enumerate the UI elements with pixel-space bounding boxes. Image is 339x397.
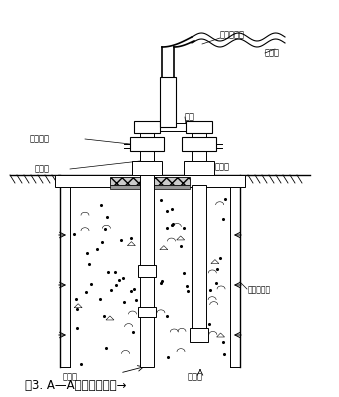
Point: [114, 281, 119, 288]
Point: [133, 297, 138, 303]
Bar: [110, 177, 190, 185]
Bar: [110, 185, 190, 189]
Bar: [138, 265, 156, 277]
Text: 排气管: 排气管: [215, 162, 230, 171]
Bar: [140, 121, 154, 137]
Point: [218, 254, 223, 261]
Point: [214, 266, 220, 272]
Point: [94, 246, 99, 252]
Point: [104, 214, 110, 221]
Bar: [192, 136, 206, 161]
Bar: [186, 121, 212, 133]
Point: [185, 288, 191, 295]
Point: [100, 239, 105, 245]
Point: [159, 197, 164, 203]
Point: [99, 202, 104, 208]
Point: [102, 312, 107, 319]
Text: 注浆管: 注浆管: [35, 164, 50, 173]
Bar: [192, 185, 206, 332]
Text: 缺陷钻孔桩: 缺陷钻孔桩: [248, 285, 271, 294]
Bar: [55, 175, 245, 187]
Point: [130, 329, 135, 335]
Bar: [192, 121, 206, 137]
Point: [220, 216, 225, 222]
Point: [128, 235, 134, 241]
Point: [74, 306, 79, 312]
Bar: [154, 123, 192, 131]
Point: [102, 226, 107, 233]
Point: [87, 260, 92, 267]
Point: [98, 296, 103, 302]
Point: [160, 278, 165, 284]
Point: [206, 320, 212, 327]
Text: 图3. A—A剖面（注浆）→: 图3. A—A剖面（注浆）→: [25, 379, 126, 392]
Point: [164, 225, 170, 231]
Point: [74, 325, 80, 331]
Point: [78, 360, 83, 367]
Point: [169, 206, 175, 212]
Text: 高压注浆管: 高压注浆管: [220, 30, 245, 39]
Point: [178, 243, 183, 249]
Point: [207, 287, 213, 294]
Point: [221, 338, 226, 345]
Bar: [132, 161, 162, 175]
Text: 整接插头: 整接插头: [30, 134, 50, 143]
Bar: [140, 155, 154, 367]
Point: [128, 288, 134, 295]
Point: [84, 250, 90, 256]
Point: [222, 351, 227, 357]
Point: [105, 269, 111, 276]
Point: [116, 277, 122, 283]
Point: [103, 345, 109, 351]
Bar: [130, 137, 164, 151]
Point: [222, 196, 227, 202]
Point: [120, 275, 125, 281]
Point: [74, 296, 79, 303]
Text: 排浆孔: 排浆孔: [187, 372, 202, 381]
Point: [71, 231, 76, 237]
Point: [83, 289, 88, 295]
Point: [164, 312, 169, 319]
Bar: [190, 328, 208, 342]
Bar: [184, 161, 214, 175]
Point: [113, 269, 118, 276]
Point: [165, 354, 171, 360]
Point: [88, 281, 94, 287]
Point: [165, 208, 170, 214]
Text: 注浆机: 注浆机: [265, 48, 280, 57]
Point: [108, 287, 114, 293]
Point: [181, 270, 187, 276]
Bar: [138, 307, 156, 317]
Point: [121, 299, 127, 305]
Bar: [140, 136, 154, 161]
Text: 注浆管: 注浆管: [62, 372, 78, 381]
Point: [213, 280, 219, 286]
Point: [170, 221, 175, 227]
Point: [184, 282, 190, 289]
Point: [170, 222, 175, 228]
Point: [118, 237, 123, 243]
Point: [159, 280, 164, 287]
Bar: [182, 137, 216, 151]
Bar: [160, 77, 176, 127]
Bar: [134, 121, 160, 133]
Point: [181, 225, 187, 231]
Text: 阀门: 阀门: [185, 112, 195, 121]
Point: [131, 286, 137, 293]
